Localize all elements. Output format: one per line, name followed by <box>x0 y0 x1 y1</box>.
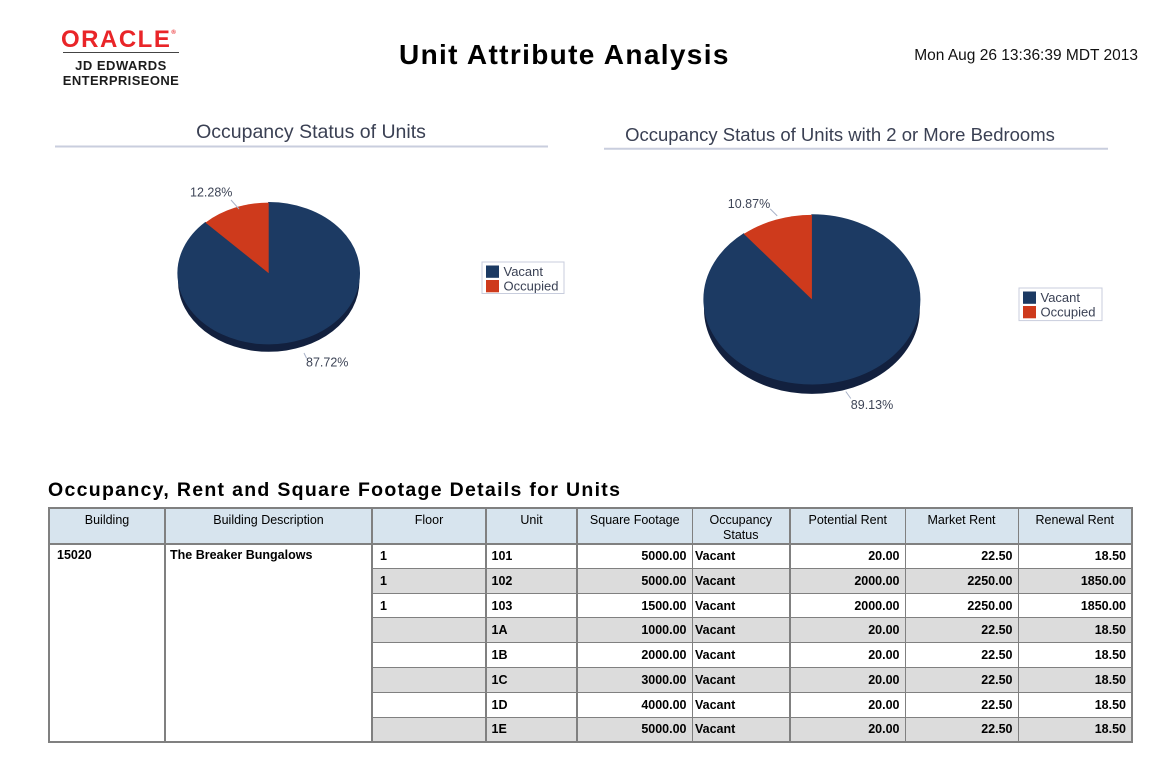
svg-text:12.28%: 12.28% <box>190 186 232 200</box>
svg-text:Occupied: Occupied <box>1041 305 1096 320</box>
svg-text:Occupancy Status of Units with: Occupancy Status of Units with 2 or More… <box>625 124 1055 145</box>
svg-text:Vacant: Vacant <box>504 264 544 279</box>
svg-text:Vacant: Vacant <box>1041 290 1081 305</box>
svg-text:Occupied: Occupied <box>504 279 559 294</box>
svg-text:10.87%: 10.87% <box>728 197 770 211</box>
svg-text:87.72%: 87.72% <box>306 356 348 370</box>
svg-text:Occupancy Status of Units: Occupancy Status of Units <box>196 121 426 143</box>
svg-text:89.13%: 89.13% <box>851 398 893 412</box>
